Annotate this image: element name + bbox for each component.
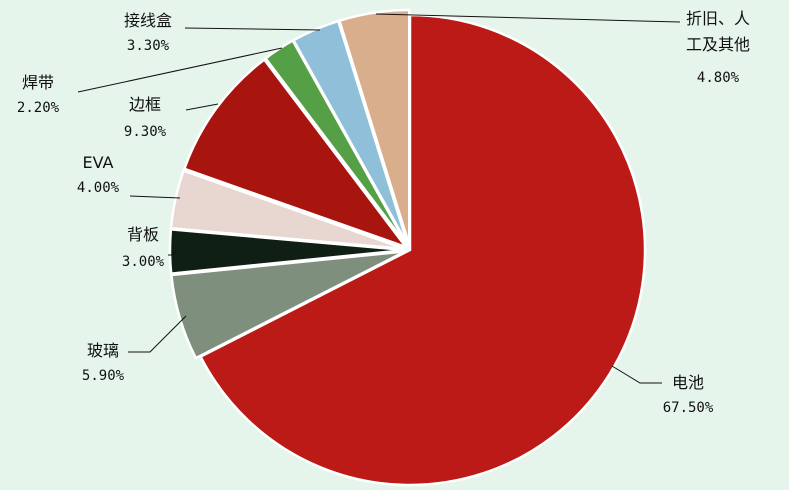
pie-slice [169,169,406,251]
pie-slice [337,8,411,246]
pie-slice [198,13,647,487]
pie-slice [182,57,410,250]
value-label: 3.30% [126,38,170,54]
leader-line [168,249,178,256]
value-label: 9.30% [123,124,167,140]
leader-line [185,103,219,111]
slice-label: 边框 [128,95,162,114]
value-label: 2.20% [16,100,60,116]
value-label: 67.50% [662,400,714,416]
value-label: 4.00% [76,180,120,196]
slice-label: 接线盒 [123,11,173,30]
value-label: 3.00% [121,254,165,270]
leader-line [184,27,321,31]
leader-line [611,365,662,384]
slice-label: 电池 [671,373,705,392]
leader-line [375,13,681,23]
slice-label: 背板 [126,225,160,244]
slice-label: 玻璃 [86,341,120,360]
pie-slice [170,250,406,360]
leader-line [129,195,181,199]
slice-label: 折旧、人工及其他 [685,9,750,54]
leader-line [128,315,187,353]
value-label: 5.90% [81,368,125,384]
leader-line [77,47,283,93]
slice-label: EVA [82,153,114,172]
value-label: 4.80% [696,70,740,86]
slice-label: 焊带 [21,73,55,92]
